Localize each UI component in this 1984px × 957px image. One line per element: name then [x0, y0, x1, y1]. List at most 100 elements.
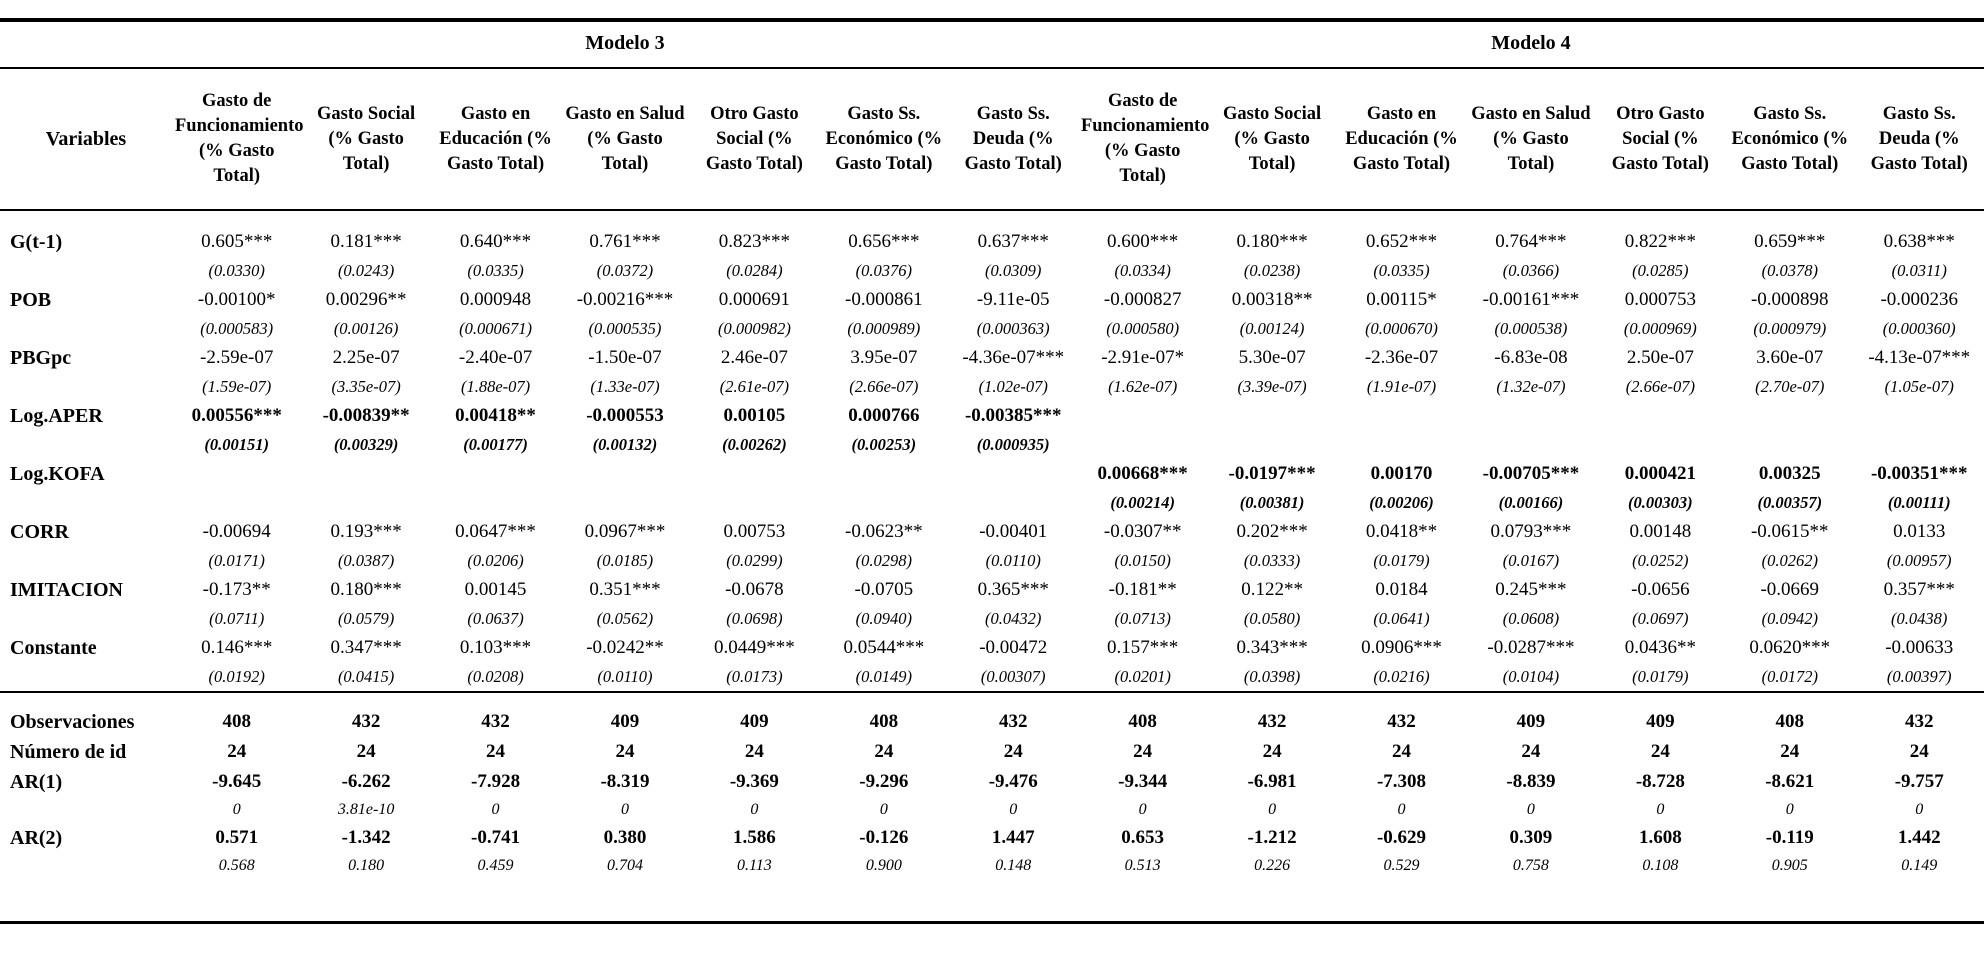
coef-cell: 0.103*** (0.0208): [431, 633, 560, 692]
coef-cell: -0.000827 (0.000580): [1078, 285, 1207, 343]
coef-cell: 0.157*** (0.0201): [1078, 633, 1207, 692]
coef-cell: -0.0242** (0.0110): [560, 633, 689, 692]
stat-cell: -9.476 0: [949, 767, 1078, 823]
regression-table: Modelo 3 Modelo 4 Variables Gasto de Fun…: [0, 18, 1984, 924]
standard-error: (0.0149): [855, 667, 912, 686]
coefficient-value: 0.640***: [459, 231, 532, 252]
standard-error: (1.33e-07): [590, 377, 660, 396]
coef-cell: -2.91e-07* (1.62e-07): [1078, 343, 1207, 401]
p-value: 0.149: [1901, 857, 1938, 874]
standard-error: (0.0711): [209, 609, 265, 628]
standard-error: (0.0252): [1632, 551, 1689, 570]
coefficient-value: -0.000861: [845, 289, 923, 310]
coef-cell: [1725, 401, 1854, 459]
statistic-value: 24: [615, 741, 635, 762]
coef-cell: -0.000898 (0.000979): [1725, 285, 1854, 343]
stat-row: Número de id 24 24 24 24 24 24 24 24 24 24 24 24 24 24: [0, 737, 1984, 767]
statistic-value: 432: [481, 711, 510, 732]
standard-error: (0.0208): [467, 667, 524, 686]
p-value: 0.905: [1771, 857, 1808, 874]
statistic-name: AR(2): [10, 827, 63, 849]
coef-cell: 0.00753 (0.0299): [690, 517, 819, 575]
coef-cell: -6.83e-08 (1.32e-07): [1466, 343, 1595, 401]
stat-cell: -8.319 0: [560, 767, 689, 823]
statistic-value: 24: [874, 741, 894, 762]
coefficient-value: -2.91e-07*: [1101, 347, 1185, 368]
coefficient-value: 0.823***: [718, 231, 791, 252]
coefficient-value: 0.180***: [1236, 231, 1308, 252]
standard-error: (0.0150): [1114, 551, 1171, 570]
coef-cell: 0.000421 (0.00303): [1596, 459, 1725, 517]
coef-cell: -9.11e-05 (0.000363): [949, 285, 1078, 343]
coef-cell: 0.00145 (0.0637): [431, 575, 560, 633]
coef-cell: 0.351*** (0.0562): [560, 575, 689, 633]
coefficient-value: 0.0436**: [1624, 637, 1696, 658]
coef-row: CORR -0.00694 (0.0171) 0.193*** (0.0387) 0.06…: [0, 517, 1984, 575]
stat-cell: 0.309 0.758: [1466, 823, 1595, 923]
coefficient-value: -0.0678: [725, 579, 784, 600]
standard-error: (0.0171): [208, 551, 265, 570]
p-value: 0.180: [348, 857, 385, 874]
standard-error: (1.88e-07): [460, 377, 531, 396]
statistic-value: 24: [1392, 741, 1411, 762]
coefficient-value: 0.0967***: [584, 521, 666, 542]
standard-error: (0.00111): [1887, 493, 1951, 512]
coefficient-value: 0.000753: [1624, 289, 1696, 310]
standard-error: (0.000982): [717, 319, 791, 338]
stat-cell: 24: [301, 737, 430, 767]
statistic-value: -9.369: [729, 771, 779, 792]
standard-error: (0.000671): [459, 319, 532, 338]
coefficient-value: -0.00161***: [1482, 289, 1580, 310]
column-header: Gasto Social (% Gasto Total): [301, 68, 431, 211]
coef-cell: 2.25e-07 (3.35e-07): [301, 343, 430, 401]
coefficient-value: 0.659***: [1754, 231, 1826, 252]
standard-error: (0.0311): [1891, 261, 1947, 280]
column-header-row: Variables Gasto de Funcionamiento (% Gas…: [0, 68, 1984, 211]
standard-error: (0.0387): [337, 551, 395, 570]
standard-error: (1.91e-07): [1366, 377, 1437, 396]
coefficient-value: 0.351***: [589, 579, 661, 600]
p-value: 0.513: [1124, 857, 1161, 874]
stat-cell: -7.308 0: [1337, 767, 1466, 823]
column-header: Gasto en Educación (% Gasto Total): [430, 68, 561, 211]
coef-cell: -0.0287*** (0.0104): [1466, 633, 1595, 692]
coefficient-value: 0.00170: [1370, 463, 1433, 484]
standard-error: (0.000580): [1106, 319, 1180, 338]
standard-error: (0.0641): [1373, 609, 1430, 628]
statistic-value: 432: [1257, 711, 1287, 732]
standard-error: (0.00253): [851, 435, 917, 454]
statistic-value: 1.586: [733, 827, 776, 848]
statistic-name: Número de id: [10, 741, 127, 763]
coefficient-value: 0.347***: [330, 637, 402, 658]
coef-cell: 0.823*** (0.0284): [690, 210, 819, 285]
standard-error: (0.0942): [1761, 609, 1818, 628]
coefficient-value: -0.0307**: [1103, 521, 1182, 542]
stat-row: AR(1) -9.645 0 -6.262 3.81e-10 -7.928 0 -8.319 0…: [0, 767, 1984, 823]
coefficient-value: 0.0184: [1375, 579, 1428, 600]
variable-name: CORR: [10, 521, 69, 543]
p-value: 0: [1915, 801, 1924, 818]
statistic-value: 24: [744, 741, 764, 762]
coef-cell: 3.95e-07 (2.66e-07): [819, 343, 948, 401]
model-4-header: Modelo 4: [1077, 20, 1984, 69]
standard-error: (0.0333): [1243, 551, 1301, 570]
stat-cell: 409: [1596, 692, 1725, 737]
stat-cell: -9.369 0: [690, 767, 819, 823]
variable-name: PBGpc: [10, 347, 72, 369]
coef-cell: 0.000766 (0.00253): [819, 401, 948, 459]
statistic-value: -7.928: [471, 771, 521, 792]
coefficient-value: 0.0133: [1893, 521, 1946, 542]
standard-error: (0.0104): [1502, 667, 1560, 686]
stat-cell: -8.839 0: [1466, 767, 1595, 823]
stat-cell: 24: [1078, 737, 1207, 767]
statistic-value: 24: [227, 741, 247, 762]
coef-row: POB -0.00100* (0.000583) 0.00296** (0.00126)…: [0, 285, 1984, 343]
coefficient-value: -0.0623**: [845, 521, 923, 542]
model-row-spacer: [0, 20, 172, 69]
coefficient-value: 0.0647***: [455, 521, 536, 542]
coef-cell: [560, 459, 689, 517]
statistic-value: -8.319: [600, 771, 650, 792]
coefficient-value: 0.245***: [1495, 579, 1567, 600]
statistic-value: 24: [1650, 741, 1670, 762]
stat-cell: -9.344 0: [1078, 767, 1207, 823]
